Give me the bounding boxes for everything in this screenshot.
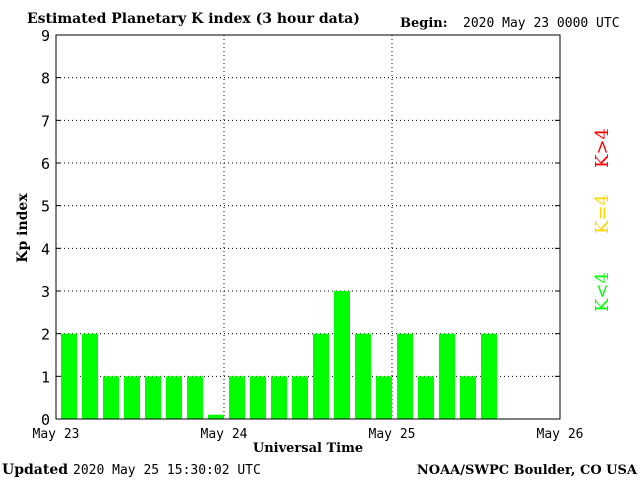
x-tick-label: May 25 (369, 427, 416, 442)
kp-bar (376, 376, 392, 419)
kp-bar (145, 376, 161, 419)
legend-k-less-4: K<4 (592, 272, 613, 312)
y-tick-label: 3 (41, 283, 50, 301)
bars (61, 291, 497, 419)
updated-value: 2020 May 25 15:30:02 UTC (73, 463, 261, 478)
kp-bar (313, 333, 329, 419)
grid (56, 35, 560, 419)
y-tick-label: 1 (41, 368, 50, 386)
source-credit: NOAA/SWPC Boulder, CO USA (417, 463, 638, 478)
kp-bar (82, 333, 98, 419)
kp-bar (187, 376, 203, 419)
y-tick-label: 9 (41, 27, 50, 45)
y-axis-label: Kp index (15, 193, 31, 263)
y-tick-labels: 0 1 2 3 4 5 6 7 8 9 (41, 27, 560, 429)
kp-bar (439, 333, 455, 419)
y-tick-label: 6 (41, 155, 50, 173)
kp-bar (166, 376, 182, 419)
y-tick-label: 5 (41, 198, 50, 216)
x-axis-label: Universal Time (253, 441, 363, 456)
begin-value: 2020 May 23 0000 UTC (463, 16, 620, 31)
x-tick-labels: May 23 May 24 May 25 May 26 (33, 427, 584, 442)
kp-bar (208, 414, 224, 419)
legend-k-equal-4: K=4 (592, 194, 613, 234)
kp-bar (397, 333, 413, 419)
kp-bar (61, 333, 77, 419)
kp-bar (460, 376, 476, 419)
kp-bar (103, 376, 119, 419)
kp-bar (292, 376, 308, 419)
kp-bar (271, 376, 287, 419)
kp-bar (355, 333, 371, 419)
kp-bar (229, 376, 245, 419)
x-tick-label: May 26 (537, 427, 584, 442)
kp-bar (418, 376, 434, 419)
updated-label: Updated (2, 462, 68, 478)
chart-title: Estimated Planetary K index (3 hour data… (27, 11, 360, 27)
kp-bar (250, 376, 266, 419)
kp-bar (481, 333, 497, 419)
y-tick-label: 2 (41, 326, 50, 344)
x-tick-label: May 24 (201, 427, 248, 442)
y-tick-label: 0 (41, 411, 50, 429)
y-tick-label: 4 (41, 240, 50, 258)
kp-bar (124, 376, 140, 419)
legend-k-greater-4: K>4 (592, 128, 613, 168)
x-tick-label: May 23 (33, 427, 80, 442)
y-tick-label: 8 (41, 70, 50, 88)
plot-frame (55, 34, 561, 420)
kp-bar (334, 291, 350, 419)
begin-label: Begin: (400, 16, 448, 31)
y-tick-label: 7 (41, 112, 50, 130)
